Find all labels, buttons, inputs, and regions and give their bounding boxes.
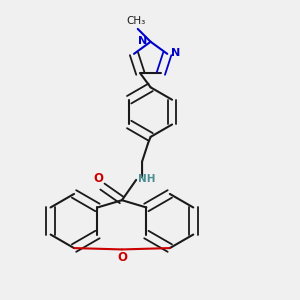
Text: O: O: [94, 172, 103, 184]
Text: N: N: [138, 36, 147, 46]
Text: NH: NH: [138, 174, 156, 184]
Text: N: N: [171, 48, 180, 58]
Text: CH₃: CH₃: [127, 16, 146, 26]
Text: O: O: [117, 251, 127, 264]
